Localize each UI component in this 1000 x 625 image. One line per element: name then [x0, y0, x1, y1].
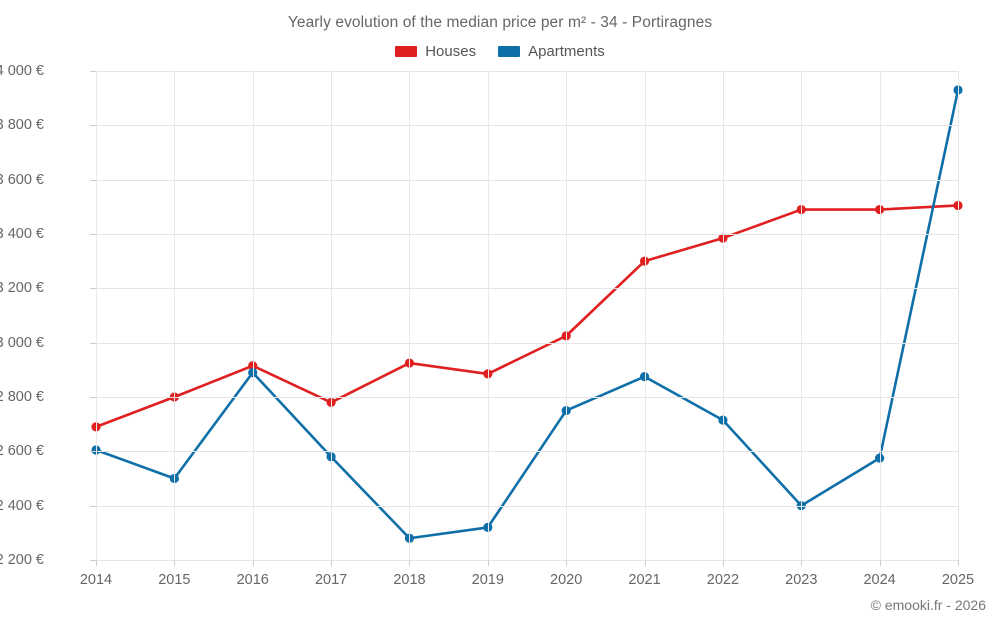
y-axis-tick-label: 2 600 € [0, 443, 44, 460]
x-gridline [566, 71, 568, 560]
x-axis-tick-label: 2018 [393, 572, 426, 588]
x-axis-tick-label: 2021 [628, 572, 661, 588]
legend-item-houses[interactable]: Houses [395, 44, 476, 59]
x-gridline [96, 71, 97, 560]
y-axis-tick-label: 3 600 € [0, 171, 44, 188]
y-axis-tick-label: 2 800 € [0, 389, 44, 405]
x-axis-tick-label: 2020 [550, 572, 583, 588]
x-tick-mark [331, 560, 333, 566]
y-tick-mark [90, 288, 96, 290]
legend-label-apartments: Apartments [528, 43, 605, 60]
x-tick-mark [801, 560, 803, 566]
x-tick-mark [722, 560, 724, 566]
legend-swatch-houses [395, 46, 418, 57]
y-axis-tick-label: 4 000 € [0, 63, 44, 79]
x-axis-tick-label: 2016 [236, 572, 269, 588]
x-gridline [252, 71, 254, 560]
y-axis-tick-label: 2 400 € [0, 497, 44, 514]
x-tick-mark [96, 560, 97, 566]
y-tick-mark [90, 234, 96, 235]
x-tick-mark [487, 560, 489, 566]
y-gridline [96, 560, 958, 561]
x-axis-tick-label: 2017 [314, 572, 348, 588]
y-axis-tick-label: 3 800 € [0, 117, 44, 134]
x-axis-tick-label: 2019 [471, 572, 504, 588]
y-tick-mark [90, 397, 96, 398]
y-axis-tick-label: 2 200 € [0, 552, 44, 568]
x-gridline [644, 71, 646, 560]
x-gridline [958, 71, 959, 560]
series-layer [91, 85, 963, 543]
y-tick-mark [90, 451, 96, 453]
legend-swatch-apartments [498, 46, 521, 57]
y-gridline [96, 71, 958, 72]
x-axis-tick-label: 2022 [706, 572, 740, 588]
x-axis-tick-label: 2023 [785, 572, 818, 588]
x-tick-mark [409, 560, 411, 566]
x-tick-mark [644, 560, 646, 566]
x-axis-tick-label: 2025 [941, 572, 975, 588]
y-tick-mark [90, 179, 96, 181]
y-gridline [96, 179, 958, 181]
x-tick-mark [174, 560, 176, 566]
x-axis-tick-label: 2024 [863, 572, 896, 588]
legend-label-houses: Houses [425, 43, 477, 60]
x-gridline [174, 71, 176, 560]
chart-legend: Houses Apartments [0, 44, 1000, 59]
x-tick-mark [566, 560, 568, 566]
y-axis-tick-label: 3 200 € [0, 280, 44, 297]
y-axis-tick-label: 3 000 € [0, 334, 44, 351]
x-gridline [722, 71, 724, 560]
x-gridline [879, 71, 881, 560]
x-gridline [801, 71, 803, 560]
x-gridline [409, 71, 411, 560]
y-tick-mark [90, 560, 96, 561]
x-tick-mark [879, 560, 881, 566]
series-line-houses [94, 204, 960, 429]
y-gridline [96, 397, 958, 398]
chart-title: Yearly evolution of the median price per… [287, 14, 713, 31]
y-tick-mark [90, 505, 96, 507]
y-gridline [96, 342, 958, 344]
y-gridline [96, 288, 958, 290]
y-tick-mark [90, 71, 96, 72]
y-gridline [96, 234, 958, 235]
x-tick-mark [958, 560, 959, 566]
y-gridline [96, 125, 958, 127]
x-tick-mark [252, 560, 254, 566]
x-gridline [331, 71, 333, 560]
y-gridline [96, 451, 958, 453]
y-axis-tick-label: 3 400 € [0, 226, 44, 242]
x-axis-tick-label: 2015 [158, 572, 191, 588]
y-tick-mark [90, 125, 96, 127]
plot-area: 2 200 € 2 400 € 2 600 € 2 800 € 3 000 € 3 200… [0, 63, 974, 588]
copyright-credit: © emooki.fr - 2026 [870, 597, 986, 613]
x-gridline [487, 71, 489, 560]
y-gridline [96, 505, 958, 507]
series-line-apartments [94, 88, 960, 540]
legend-item-apartments[interactable]: Apartments [498, 44, 605, 59]
y-tick-mark [90, 342, 96, 344]
x-axis-tick-label: 2014 [79, 572, 113, 588]
